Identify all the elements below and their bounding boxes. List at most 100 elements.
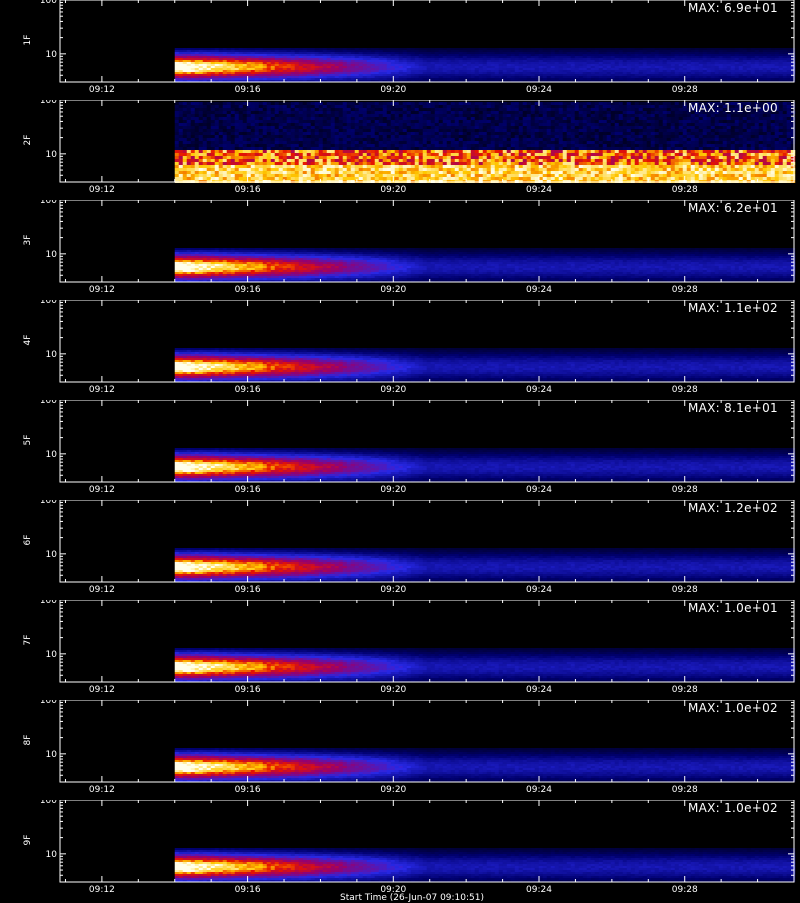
heatmap-cell (703, 74, 708, 76)
heatmap-cell (367, 120, 372, 123)
heatmap-cell (559, 72, 564, 74)
heatmap-cell (727, 78, 732, 80)
heatmap-cell (487, 58, 492, 60)
heatmap-cell (343, 70, 348, 72)
heatmap-cell (191, 74, 196, 76)
heatmap-cell (191, 102, 196, 105)
heatmap-cell (459, 147, 464, 150)
heatmap-cell (411, 72, 416, 74)
heatmap-cell (219, 153, 224, 156)
heatmap-cell (239, 72, 244, 74)
heatmap-cell (403, 78, 408, 80)
heatmap-cell (495, 52, 500, 54)
heatmap-cell (283, 156, 288, 159)
heatmap-cell (475, 48, 480, 50)
heatmap-cell (419, 70, 424, 72)
heatmap-cell (295, 153, 300, 156)
heatmap-cell (451, 159, 456, 162)
heatmap-cell (447, 48, 452, 50)
heatmap-cell (779, 68, 784, 70)
heatmap-cell (407, 153, 412, 156)
heatmap-cell (703, 60, 708, 62)
heatmap-cell (583, 62, 588, 64)
heatmap-cell (575, 72, 580, 74)
heatmap-cell (415, 64, 420, 66)
heatmap-cell (351, 126, 356, 129)
heatmap-cell (575, 52, 580, 54)
heatmap-cell (431, 52, 436, 54)
heatmap-cell (315, 105, 320, 108)
heatmap-cell (363, 50, 368, 52)
heatmap-cell (451, 114, 456, 117)
heatmap-cell (215, 138, 220, 141)
heatmap-cell (415, 102, 420, 105)
heatmap-cell (547, 62, 552, 64)
heatmap-cell (711, 68, 716, 70)
heatmap-cell (491, 126, 496, 129)
heatmap-cell (583, 70, 588, 72)
heatmap-cell (707, 70, 712, 72)
heatmap-cell (367, 76, 372, 78)
heatmap-cell (471, 159, 476, 162)
heatmap-cell (459, 108, 464, 111)
heatmap-cell (407, 70, 412, 72)
heatmap-cell (251, 64, 256, 66)
heatmap-cell (235, 64, 240, 66)
heatmap-cell (775, 58, 780, 60)
heatmap-cell (415, 62, 420, 64)
heatmap-cell (199, 105, 204, 108)
heatmap-cell (179, 168, 184, 171)
heatmap-cell (331, 138, 336, 141)
heatmap-cell (183, 114, 188, 117)
heatmap-cell (315, 102, 320, 105)
heatmap-cell (299, 56, 304, 58)
heatmap-cell (347, 102, 352, 105)
heatmap-cell (319, 54, 324, 56)
heatmap-cell (459, 105, 464, 108)
heatmap-cell (443, 144, 448, 147)
heatmap-cell (287, 132, 292, 135)
heatmap-cell (263, 171, 268, 174)
heatmap-cell (183, 132, 188, 135)
heatmap-cell (359, 78, 364, 80)
heatmap-cell (335, 52, 340, 54)
heatmap-cell (575, 50, 580, 52)
heatmap-cell (351, 171, 356, 174)
heatmap-cell (579, 68, 584, 70)
heatmap-cell (451, 60, 456, 62)
heatmap-cell (443, 117, 448, 120)
heatmap-cell (719, 70, 724, 72)
heatmap-cell (671, 60, 676, 62)
heatmap-cell (443, 105, 448, 108)
heatmap-cell (587, 58, 592, 60)
heatmap-cell (603, 56, 608, 58)
heatmap-cell (243, 114, 248, 117)
heatmap-cell (743, 60, 748, 62)
heatmap-cell (451, 64, 456, 66)
heatmap-cell (275, 159, 280, 162)
heatmap-cell (235, 58, 240, 60)
heatmap-cell (219, 58, 224, 60)
heatmap-cell (755, 70, 760, 72)
heatmap-cell (447, 74, 452, 76)
heatmap-cell (715, 78, 720, 80)
heatmap-cell (343, 54, 348, 56)
heatmap-cell (255, 138, 260, 141)
heatmap-cell (479, 117, 484, 120)
heatmap-cell (215, 72, 220, 74)
heatmap-cell (287, 48, 292, 50)
heatmap-cell (371, 54, 376, 56)
heatmap-cell (267, 54, 272, 56)
heatmap-cell (407, 74, 412, 76)
heatmap-cell (271, 52, 276, 54)
heatmap-cell (267, 117, 272, 120)
heatmap-cell (207, 64, 212, 66)
heatmap-cell (703, 72, 708, 74)
heatmap-cell (207, 62, 212, 64)
heatmap-cell (211, 168, 216, 171)
heatmap-cell (203, 74, 208, 76)
heatmap-cell (691, 68, 696, 70)
heatmap-cell (451, 177, 456, 180)
heatmap-cell (763, 50, 768, 52)
heatmap-cell (311, 54, 316, 56)
